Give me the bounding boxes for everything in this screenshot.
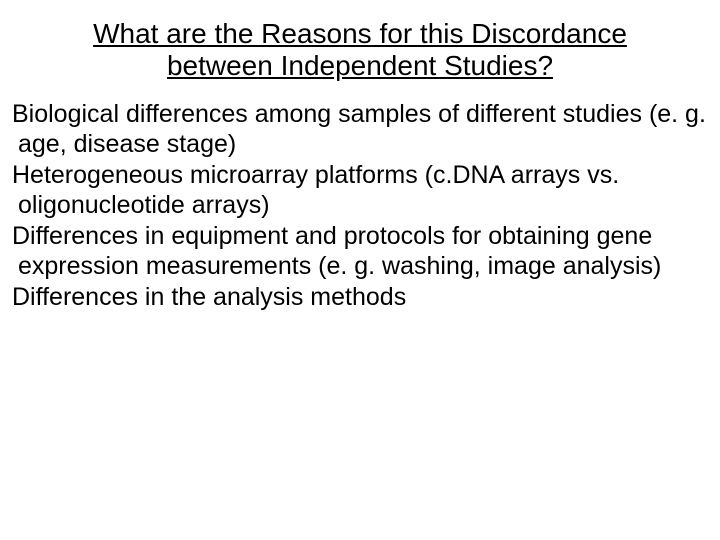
body-paragraph: Heterogeneous microarray platforms (c.DN… xyxy=(12,161,710,220)
slide-title: What are the Reasons for this Discordanc… xyxy=(50,18,670,82)
slide: What are the Reasons for this Discordanc… xyxy=(0,0,720,540)
body-paragraph: Biological differences among samples of … xyxy=(12,100,710,159)
body-paragraph: Differences in the analysis methods xyxy=(12,283,710,313)
body-paragraph: Differences in equipment and protocols f… xyxy=(12,222,710,281)
slide-body: Biological differences among samples of … xyxy=(10,100,710,313)
